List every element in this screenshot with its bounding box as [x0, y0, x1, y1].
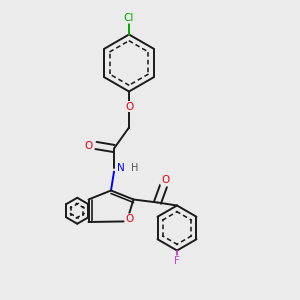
- Text: H: H: [130, 163, 138, 173]
- Text: Cl: Cl: [124, 13, 134, 23]
- Text: N: N: [117, 163, 125, 173]
- Text: O: O: [161, 175, 169, 185]
- Text: F: F: [174, 256, 180, 266]
- Text: O: O: [84, 140, 93, 151]
- Text: O: O: [125, 101, 133, 112]
- Text: O: O: [125, 214, 133, 224]
